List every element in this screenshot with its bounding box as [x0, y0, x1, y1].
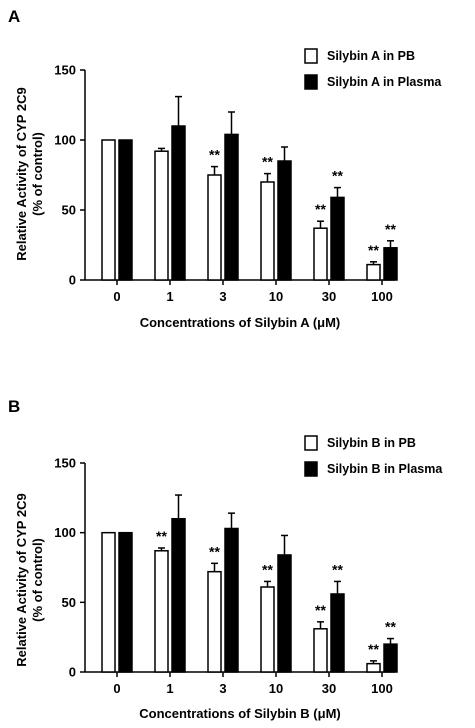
x-tick-label-a-5: 100: [371, 289, 393, 304]
y-tick-label-a-1: 50: [62, 203, 76, 218]
significance-a-s0-5: **: [368, 242, 379, 258]
bar-a-s0-1: [154, 150, 169, 281]
x-tick-label-b-2: 3: [219, 681, 226, 696]
panel-letter-b: B: [8, 397, 20, 416]
y-tick-label-b-0: 0: [69, 665, 76, 680]
legend-label-pb-b: Silybin B in PB: [327, 436, 416, 450]
x-tick-label-b-3: 10: [269, 681, 283, 696]
significance-a-s0-4: **: [315, 201, 326, 217]
y-tick-label-b-3: 150: [54, 456, 76, 471]
legend-swatch-pb-a: [304, 48, 318, 64]
bar-a-s1-5: [383, 247, 398, 281]
significance-a-s0-2: **: [209, 147, 220, 163]
bar-a-s1-4: [330, 196, 345, 281]
x-tick-label-a-2: 3: [219, 289, 226, 304]
legend-b: Silybin B in PB Silybin B in Plasma: [304, 435, 443, 477]
bar-b-s0-0: [101, 531, 116, 673]
y-tick-label-a-0: 0: [69, 273, 76, 288]
bar-b-s0-3: [260, 586, 275, 673]
legend-swatch-plasma-b: [304, 461, 318, 477]
y-tick-label-a-2: 100: [54, 133, 76, 148]
significance-b-s0-2: **: [209, 543, 220, 559]
bar-b-s1-4: [330, 593, 345, 673]
bar-b-s0-5: [366, 662, 381, 673]
legend-label-plasma-a: Silybin A in Plasma: [327, 75, 442, 89]
significance-b-s0-5: **: [368, 641, 379, 657]
x-tick-label-a-4: 30: [322, 289, 336, 304]
significance-a-s0-3: **: [262, 154, 273, 170]
x-tick-label-a-0: 0: [113, 289, 120, 304]
x-axis-title-b: Concentrations of Silybin B (μM): [139, 706, 341, 721]
bar-a-s1-3: [277, 160, 292, 281]
bar-a-s0-3: [260, 181, 275, 281]
bar-a-s0-5: [366, 263, 381, 281]
plot-area-b: 0 50 100 150 0 1 ** 3 ** 10 ** 30 ** ** 100 ** **: [54, 456, 398, 696]
legend-label-pb-a: Silybin A in PB: [327, 49, 415, 63]
y-tick-label-a-3: 150: [54, 63, 76, 78]
significance-a-s1-4: **: [332, 168, 343, 184]
x-tick-label-a-3: 10: [269, 289, 283, 304]
bar-b-s1-3: [277, 554, 292, 673]
significance-b-s0-1: **: [156, 528, 167, 544]
panel-b: B Silybin B in PB Silybin B in Plasma Re…: [8, 397, 443, 721]
bar-a-s1-1: [171, 125, 186, 281]
bar-b-s1-2: [224, 527, 239, 673]
x-tick-label-a-1: 1: [166, 289, 173, 304]
x-tick-label-b-5: 100: [371, 681, 393, 696]
bar-b-s0-1: [154, 550, 169, 673]
legend-a: Silybin A in PB Silybin A in Plasma: [304, 48, 442, 90]
bar-b-s0-2: [207, 570, 222, 673]
y-axis-title-a-line2: (% of control): [30, 132, 45, 216]
y-tick-label-b-2: 100: [54, 525, 76, 540]
significance-b-s0-4: **: [315, 602, 326, 618]
bar-b-s1-0: [118, 531, 133, 673]
x-tick-label-b-0: 0: [113, 681, 120, 696]
bar-a-s0-4: [313, 227, 328, 281]
significance-b-s0-3: **: [262, 561, 273, 577]
bar-a-s0-2: [207, 174, 222, 281]
panel-letter-a: A: [8, 7, 20, 26]
y-axis-title-b-line1: Relative Activity of CYP 2C9: [14, 493, 29, 666]
panel-a: A Silybin A in PB Silybin A in Plasma Re…: [8, 7, 442, 330]
y-axis-title-b-line2: (% of control): [30, 538, 45, 622]
y-axis-title-a-line1: Relative Activity of CYP 2C9: [14, 87, 29, 260]
significance-b-s1-4: **: [332, 561, 343, 577]
significance-b-s1-5: **: [385, 619, 396, 635]
y-tick-label-b-1: 50: [62, 595, 76, 610]
bar-a-s1-2: [224, 133, 239, 281]
bar-a-s1-0: [118, 139, 133, 281]
x-tick-label-b-1: 1: [166, 681, 173, 696]
bar-b-s0-4: [313, 628, 328, 673]
legend-swatch-pb-b: [304, 435, 318, 451]
legend-label-plasma-b: Silybin B in Plasma: [327, 462, 443, 476]
significance-a-s1-5: **: [385, 221, 396, 237]
bar-b-s1-1: [171, 517, 186, 673]
legend-swatch-plasma-a: [304, 74, 318, 90]
bar-a-s0-0: [101, 139, 116, 281]
bar-b-s1-5: [383, 643, 398, 673]
x-tick-label-b-4: 30: [322, 681, 336, 696]
plot-area-a: 0 50 100 150 0 1 3 ** 10 ** 30 ** ** 100 ** **: [54, 63, 398, 304]
x-axis-title-a: Concentrations of Silybin A (μM): [140, 315, 341, 330]
